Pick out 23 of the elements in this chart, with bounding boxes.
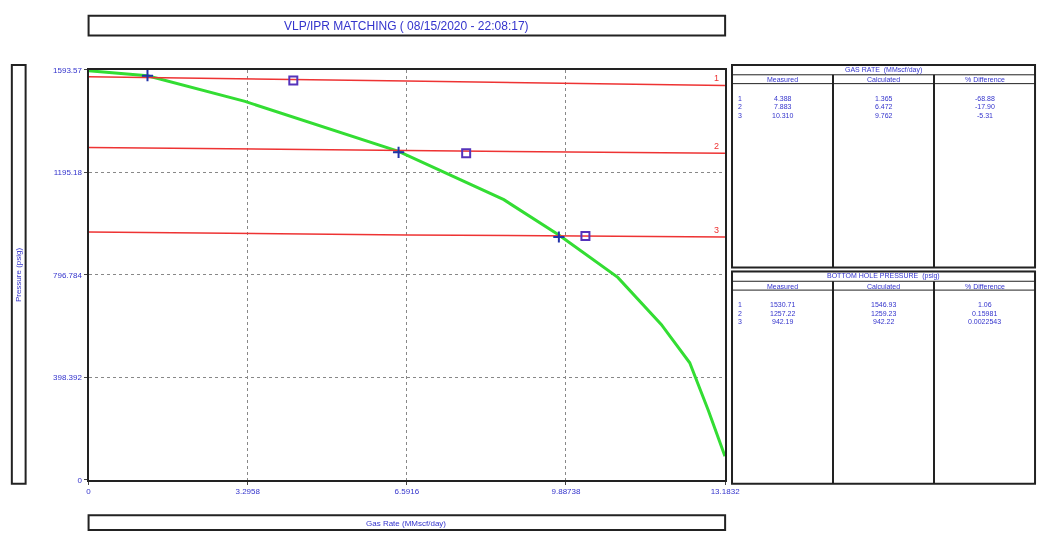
x-tick-label: 13.1832 [710,487,741,497]
series-label: 2 [714,141,720,151]
line-series [88,69,726,458]
x-axis-title: Gas Rate (MMscf/day) [366,519,447,528]
point [552,230,566,244]
series-label: 3 [714,225,720,235]
x-tick-label: 0 [86,487,92,497]
y-axis-title: Pressure (psig) [14,247,24,303]
point [140,69,155,83]
y-tick-label: 796.784 [53,270,83,280]
y-tick-label: 0 [77,475,83,485]
x-tick-label: 6.5916 [394,487,420,497]
chart-title: VLP/IPR MATCHING ( 08/15/2020 - 22:08:17) [284,19,529,33]
point [580,230,591,241]
series-label: 1 [714,73,720,83]
point [461,148,472,159]
point [288,75,299,86]
y-tick-label: 398.392 [53,373,83,383]
point [391,145,406,159]
x-tick-label: 3.2958 [235,487,261,497]
y-tick-label: 1195.18 [53,168,83,178]
x-tick-label: 9.88738 [551,487,581,497]
y-tick-label: 1593.57 [53,65,83,75]
